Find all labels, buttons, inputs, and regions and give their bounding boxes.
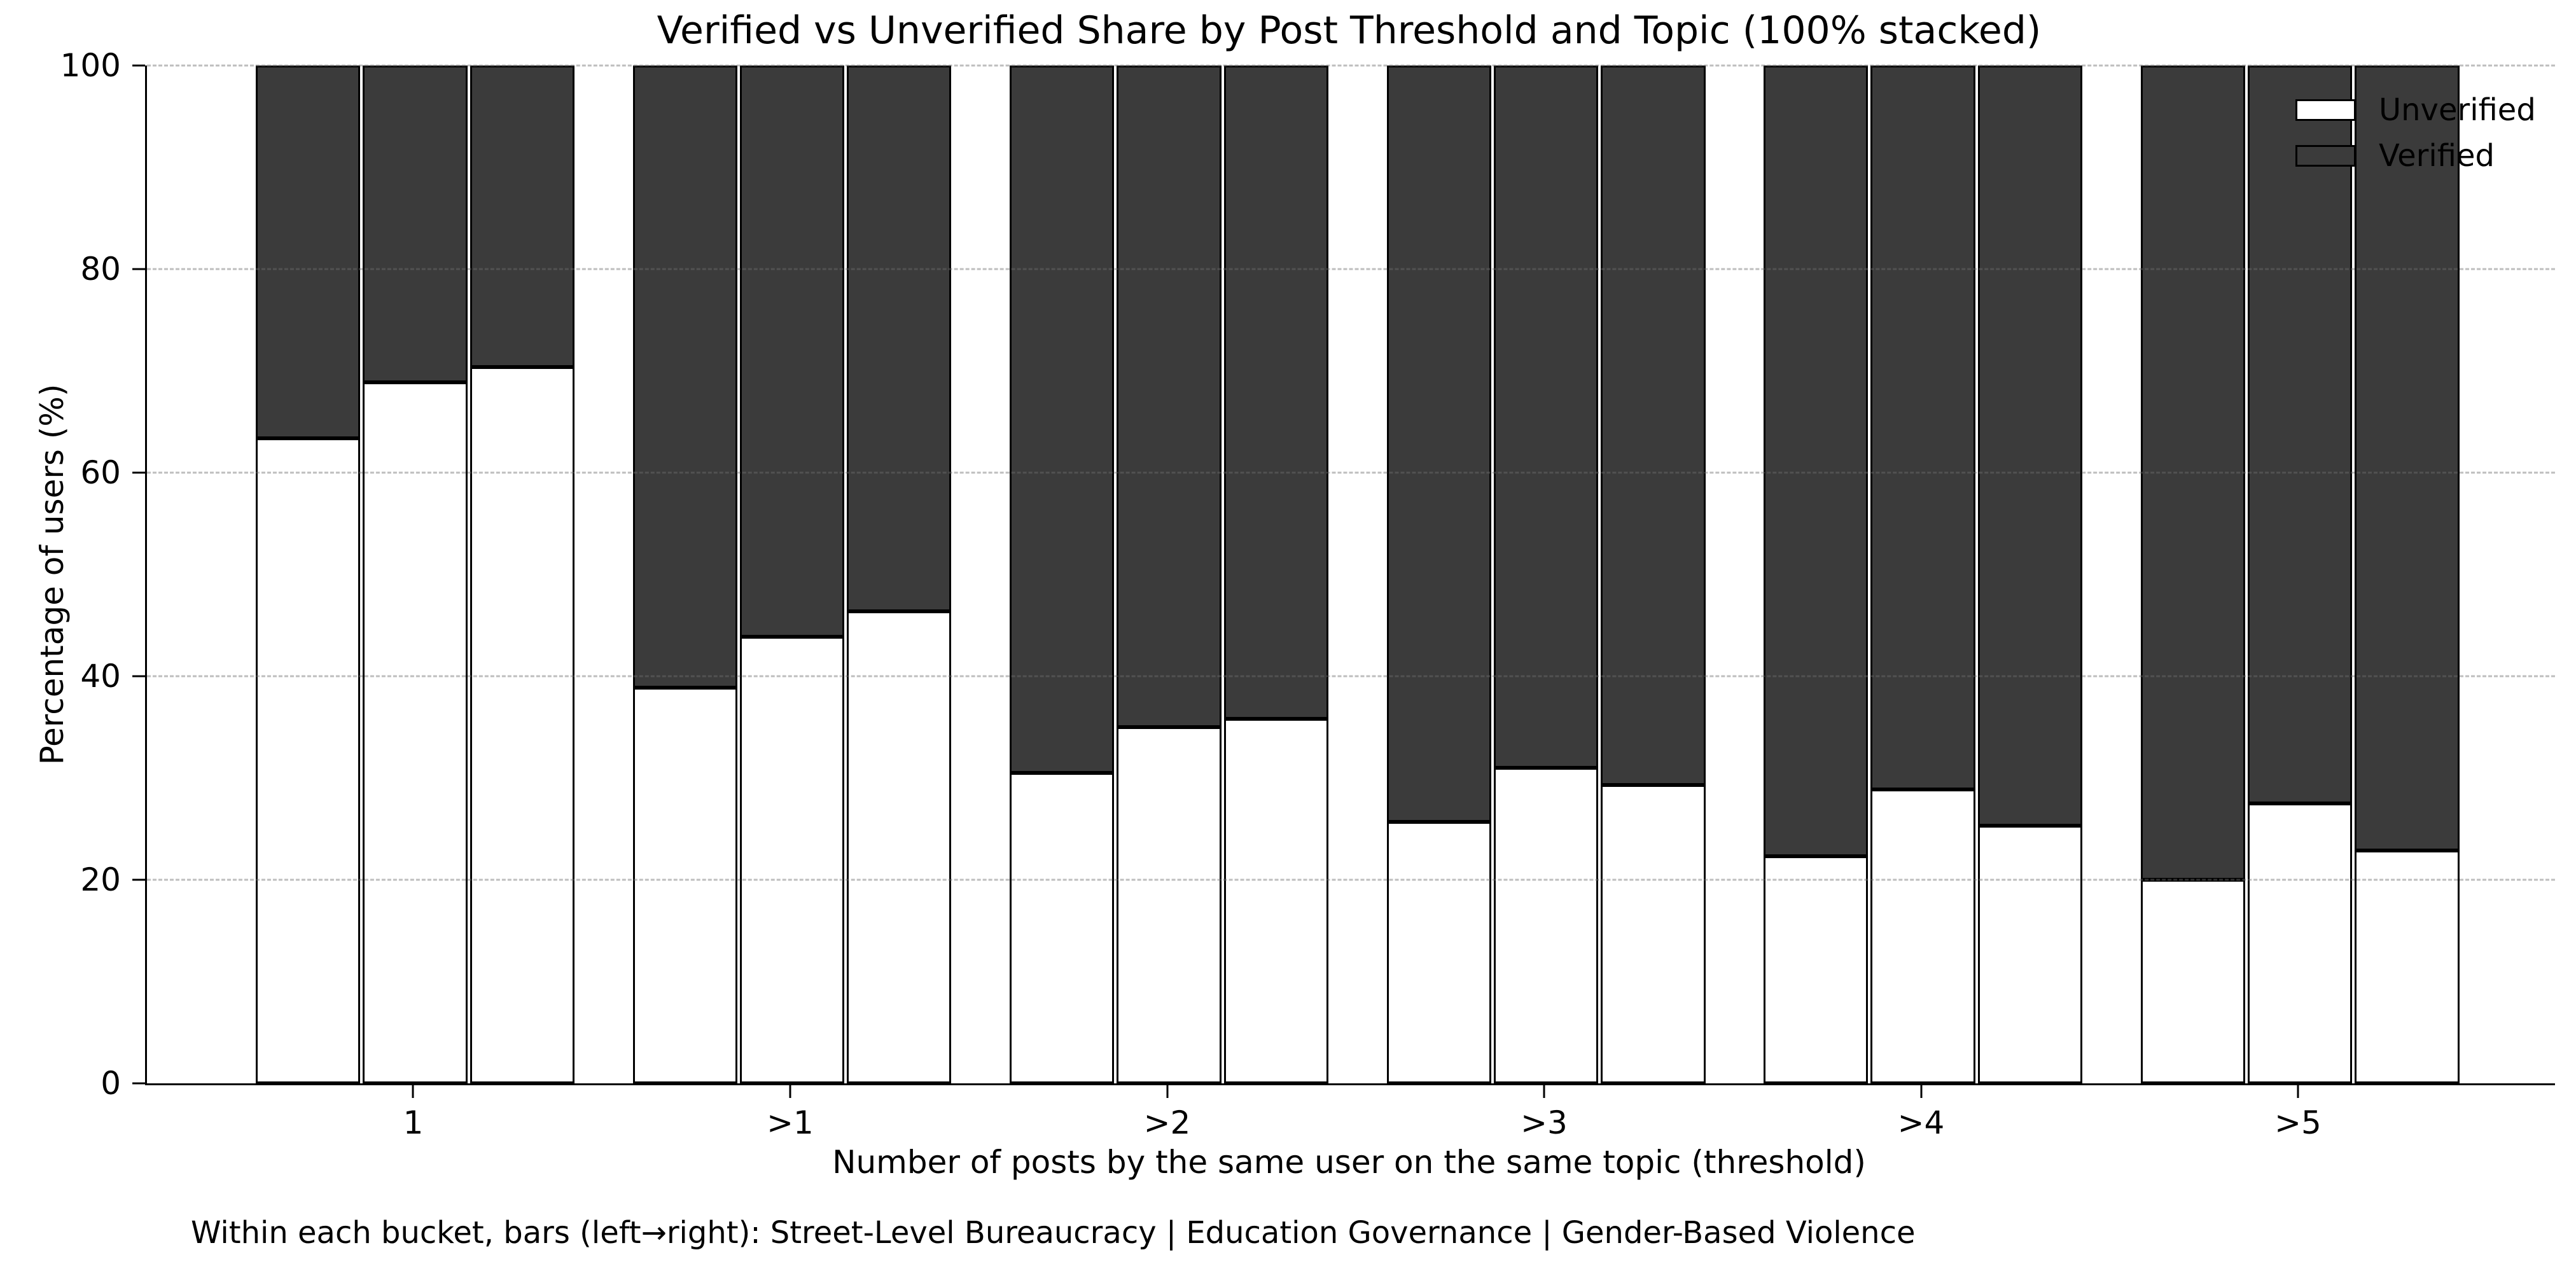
bar-segment-verified: [470, 66, 574, 367]
y-tick-label-80: 80: [80, 251, 121, 288]
legend-swatch-verified: [2295, 145, 2356, 167]
bar-segment-unverified: [1223, 719, 1328, 1083]
bar-segment-unverified: [1386, 821, 1491, 1083]
bar->2-topic2: [1117, 66, 1222, 1083]
bar->3-topic2: [1493, 66, 1599, 1083]
legend: Unverified Verified: [2295, 87, 2536, 179]
y-tick-mark-100: [132, 64, 145, 67]
bar-segment-unverified: [256, 438, 361, 1083]
bar-1-topic1: [256, 66, 361, 1083]
bar-group->5: [2140, 66, 2460, 1083]
bar-segment-unverified: [470, 366, 574, 1083]
bar-segment-unverified: [847, 611, 952, 1083]
bar-segment-verified: [256, 66, 361, 438]
plot-area: Unverified Verified: [145, 64, 2555, 1085]
y-tick-label-40: 40: [80, 658, 121, 695]
bar-1-topic3: [470, 66, 574, 1083]
bar-segment-unverified: [1601, 785, 1706, 1083]
y-tick-label-0: 0: [101, 1065, 121, 1102]
x-axis-ticks: 1 >1 >2 >3 >4 >5: [145, 1085, 2553, 1168]
y-tick-mark-40: [132, 675, 145, 677]
bar-segment-verified: [2247, 66, 2353, 803]
x-tick-label->5: >5: [2274, 1104, 2322, 1141]
bar-segment-verified: [739, 66, 845, 637]
bar-segment-unverified: [1117, 727, 1222, 1083]
bar-segment-unverified: [363, 382, 468, 1083]
bar-1-topic2: [363, 66, 468, 1083]
y-tick-mark-80: [132, 268, 145, 270]
x-tick-label->4: >4: [1897, 1104, 1945, 1141]
x-tick-label->3: >3: [1521, 1104, 1568, 1141]
bar-segment-verified: [1386, 66, 1491, 822]
x-tick-mark->4: [1920, 1085, 1922, 1098]
bar-segment-verified: [1977, 66, 2082, 826]
bar-segment-verified: [1223, 66, 1328, 719]
x-tick-mark->3: [1543, 1085, 1545, 1098]
x-tick-label->1: >1: [767, 1104, 814, 1141]
legend-row-verified: Verified: [2295, 133, 2536, 179]
x-tick-label-1: 1: [403, 1104, 424, 1141]
bar-segment-unverified: [2140, 880, 2245, 1083]
bar->5-topic3: [2355, 66, 2460, 1083]
bar-segment-verified: [1117, 66, 1222, 727]
bar-segment-unverified: [1493, 768, 1599, 1083]
bar-segment-verified: [1870, 66, 1975, 789]
bar-segment-unverified: [2247, 803, 2353, 1083]
bar-group->4: [1764, 66, 2082, 1083]
bar->4-topic3: [1977, 66, 2082, 1083]
bar->1-topic2: [739, 66, 845, 1083]
y-tick-mark-60: [132, 471, 145, 474]
y-tick-label-60: 60: [80, 454, 121, 491]
bar-segment-verified: [2355, 66, 2460, 851]
bar-segment-verified: [847, 66, 952, 611]
bar-segment-unverified: [1010, 773, 1115, 1083]
bar->2-topic3: [1223, 66, 1328, 1083]
x-tick-mark->2: [1166, 1085, 1168, 1098]
bar-segment-verified: [1493, 66, 1599, 768]
legend-label-verified: Verified: [2379, 138, 2495, 174]
bar-segment-unverified: [1764, 856, 1869, 1083]
bar-segment-verified: [2140, 66, 2245, 880]
bar-segment-unverified: [2355, 850, 2460, 1083]
x-tick-mark-1: [412, 1085, 414, 1098]
bar->3-topic1: [1386, 66, 1491, 1083]
bar-group->2: [1010, 66, 1328, 1083]
bar-segment-verified: [1764, 66, 1869, 857]
bar->1-topic1: [632, 66, 737, 1083]
y-axis-ticks: 0 20 40 60 80 100: [0, 50, 145, 1099]
y-tick-mark-20: [132, 879, 145, 881]
y-tick-mark-0: [132, 1082, 145, 1085]
x-axis-label: Number of posts by the same user on the …: [832, 1144, 1866, 1181]
y-tick-label-20: 20: [80, 861, 121, 898]
bar->5-topic2: [2247, 66, 2353, 1083]
bar-segment-verified: [632, 66, 737, 688]
bar->4-topic1: [1764, 66, 1869, 1083]
bar->3-topic3: [1601, 66, 1706, 1083]
legend-row-unverified: Unverified: [2295, 87, 2536, 133]
x-tick-label->2: >2: [1143, 1104, 1191, 1141]
legend-swatch-unverified: [2295, 99, 2356, 121]
bar-segment-verified: [1601, 66, 1706, 786]
bar->1-topic3: [847, 66, 952, 1083]
bar-group-1: [256, 66, 574, 1083]
bar-segment-unverified: [739, 636, 845, 1083]
bar-group->1: [632, 66, 952, 1083]
bar-segment-unverified: [1977, 826, 2082, 1083]
chart-title: Verified vs Unverified Share by Post Thr…: [657, 8, 2042, 53]
y-tick-label-100: 100: [60, 47, 121, 84]
bar-group->3: [1386, 66, 1706, 1083]
bar-segment-unverified: [1870, 789, 1975, 1083]
legend-label-unverified: Unverified: [2379, 92, 2536, 128]
bar->2-topic1: [1010, 66, 1115, 1083]
bar-segment-unverified: [632, 687, 737, 1083]
x-tick-mark->5: [2297, 1085, 2299, 1098]
x-tick-mark->1: [789, 1085, 791, 1098]
bar->5-topic1: [2140, 66, 2245, 1083]
footnote: Within each bucket, bars (left→right): S…: [191, 1215, 1916, 1251]
bar-segment-verified: [363, 66, 468, 382]
bar->4-topic2: [1870, 66, 1975, 1083]
bar-segment-verified: [1010, 66, 1115, 773]
